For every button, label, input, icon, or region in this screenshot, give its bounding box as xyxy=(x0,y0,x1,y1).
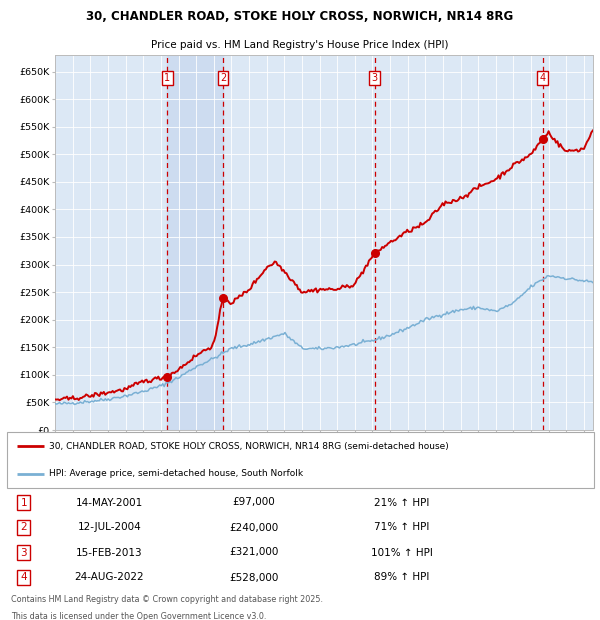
Text: 101% ↑ HPI: 101% ↑ HPI xyxy=(371,547,433,557)
Text: 4: 4 xyxy=(20,572,27,583)
FancyBboxPatch shape xyxy=(7,432,594,487)
Text: 1: 1 xyxy=(20,497,27,508)
Text: 4: 4 xyxy=(539,73,545,83)
Text: 3: 3 xyxy=(371,73,377,83)
Text: Contains HM Land Registry data © Crown copyright and database right 2025.: Contains HM Land Registry data © Crown c… xyxy=(11,595,323,604)
Bar xyxy=(167,55,223,430)
Text: £528,000: £528,000 xyxy=(229,572,278,583)
Text: 2: 2 xyxy=(20,523,27,533)
Text: 21% ↑ HPI: 21% ↑ HPI xyxy=(374,497,429,508)
Text: £321,000: £321,000 xyxy=(229,547,278,557)
Text: This data is licensed under the Open Government Licence v3.0.: This data is licensed under the Open Gov… xyxy=(11,611,266,620)
Text: 15-FEB-2013: 15-FEB-2013 xyxy=(76,547,143,557)
Text: 30, CHANDLER ROAD, STOKE HOLY CROSS, NORWICH, NR14 8RG (semi-detached house): 30, CHANDLER ROAD, STOKE HOLY CROSS, NOR… xyxy=(49,441,448,451)
Text: 2: 2 xyxy=(220,73,226,83)
Text: 71% ↑ HPI: 71% ↑ HPI xyxy=(374,523,429,533)
Text: 14-MAY-2001: 14-MAY-2001 xyxy=(76,497,143,508)
Text: £97,000: £97,000 xyxy=(233,497,275,508)
Text: 30, CHANDLER ROAD, STOKE HOLY CROSS, NORWICH, NR14 8RG: 30, CHANDLER ROAD, STOKE HOLY CROSS, NOR… xyxy=(86,10,514,23)
Text: 24-AUG-2022: 24-AUG-2022 xyxy=(74,572,144,583)
Text: £240,000: £240,000 xyxy=(229,523,278,533)
Text: 1: 1 xyxy=(164,73,170,83)
Text: Price paid vs. HM Land Registry's House Price Index (HPI): Price paid vs. HM Land Registry's House … xyxy=(151,40,449,50)
Text: 3: 3 xyxy=(20,547,27,557)
Text: HPI: Average price, semi-detached house, South Norfolk: HPI: Average price, semi-detached house,… xyxy=(49,469,302,478)
Text: 89% ↑ HPI: 89% ↑ HPI xyxy=(374,572,429,583)
Text: 12-JUL-2004: 12-JUL-2004 xyxy=(77,523,141,533)
